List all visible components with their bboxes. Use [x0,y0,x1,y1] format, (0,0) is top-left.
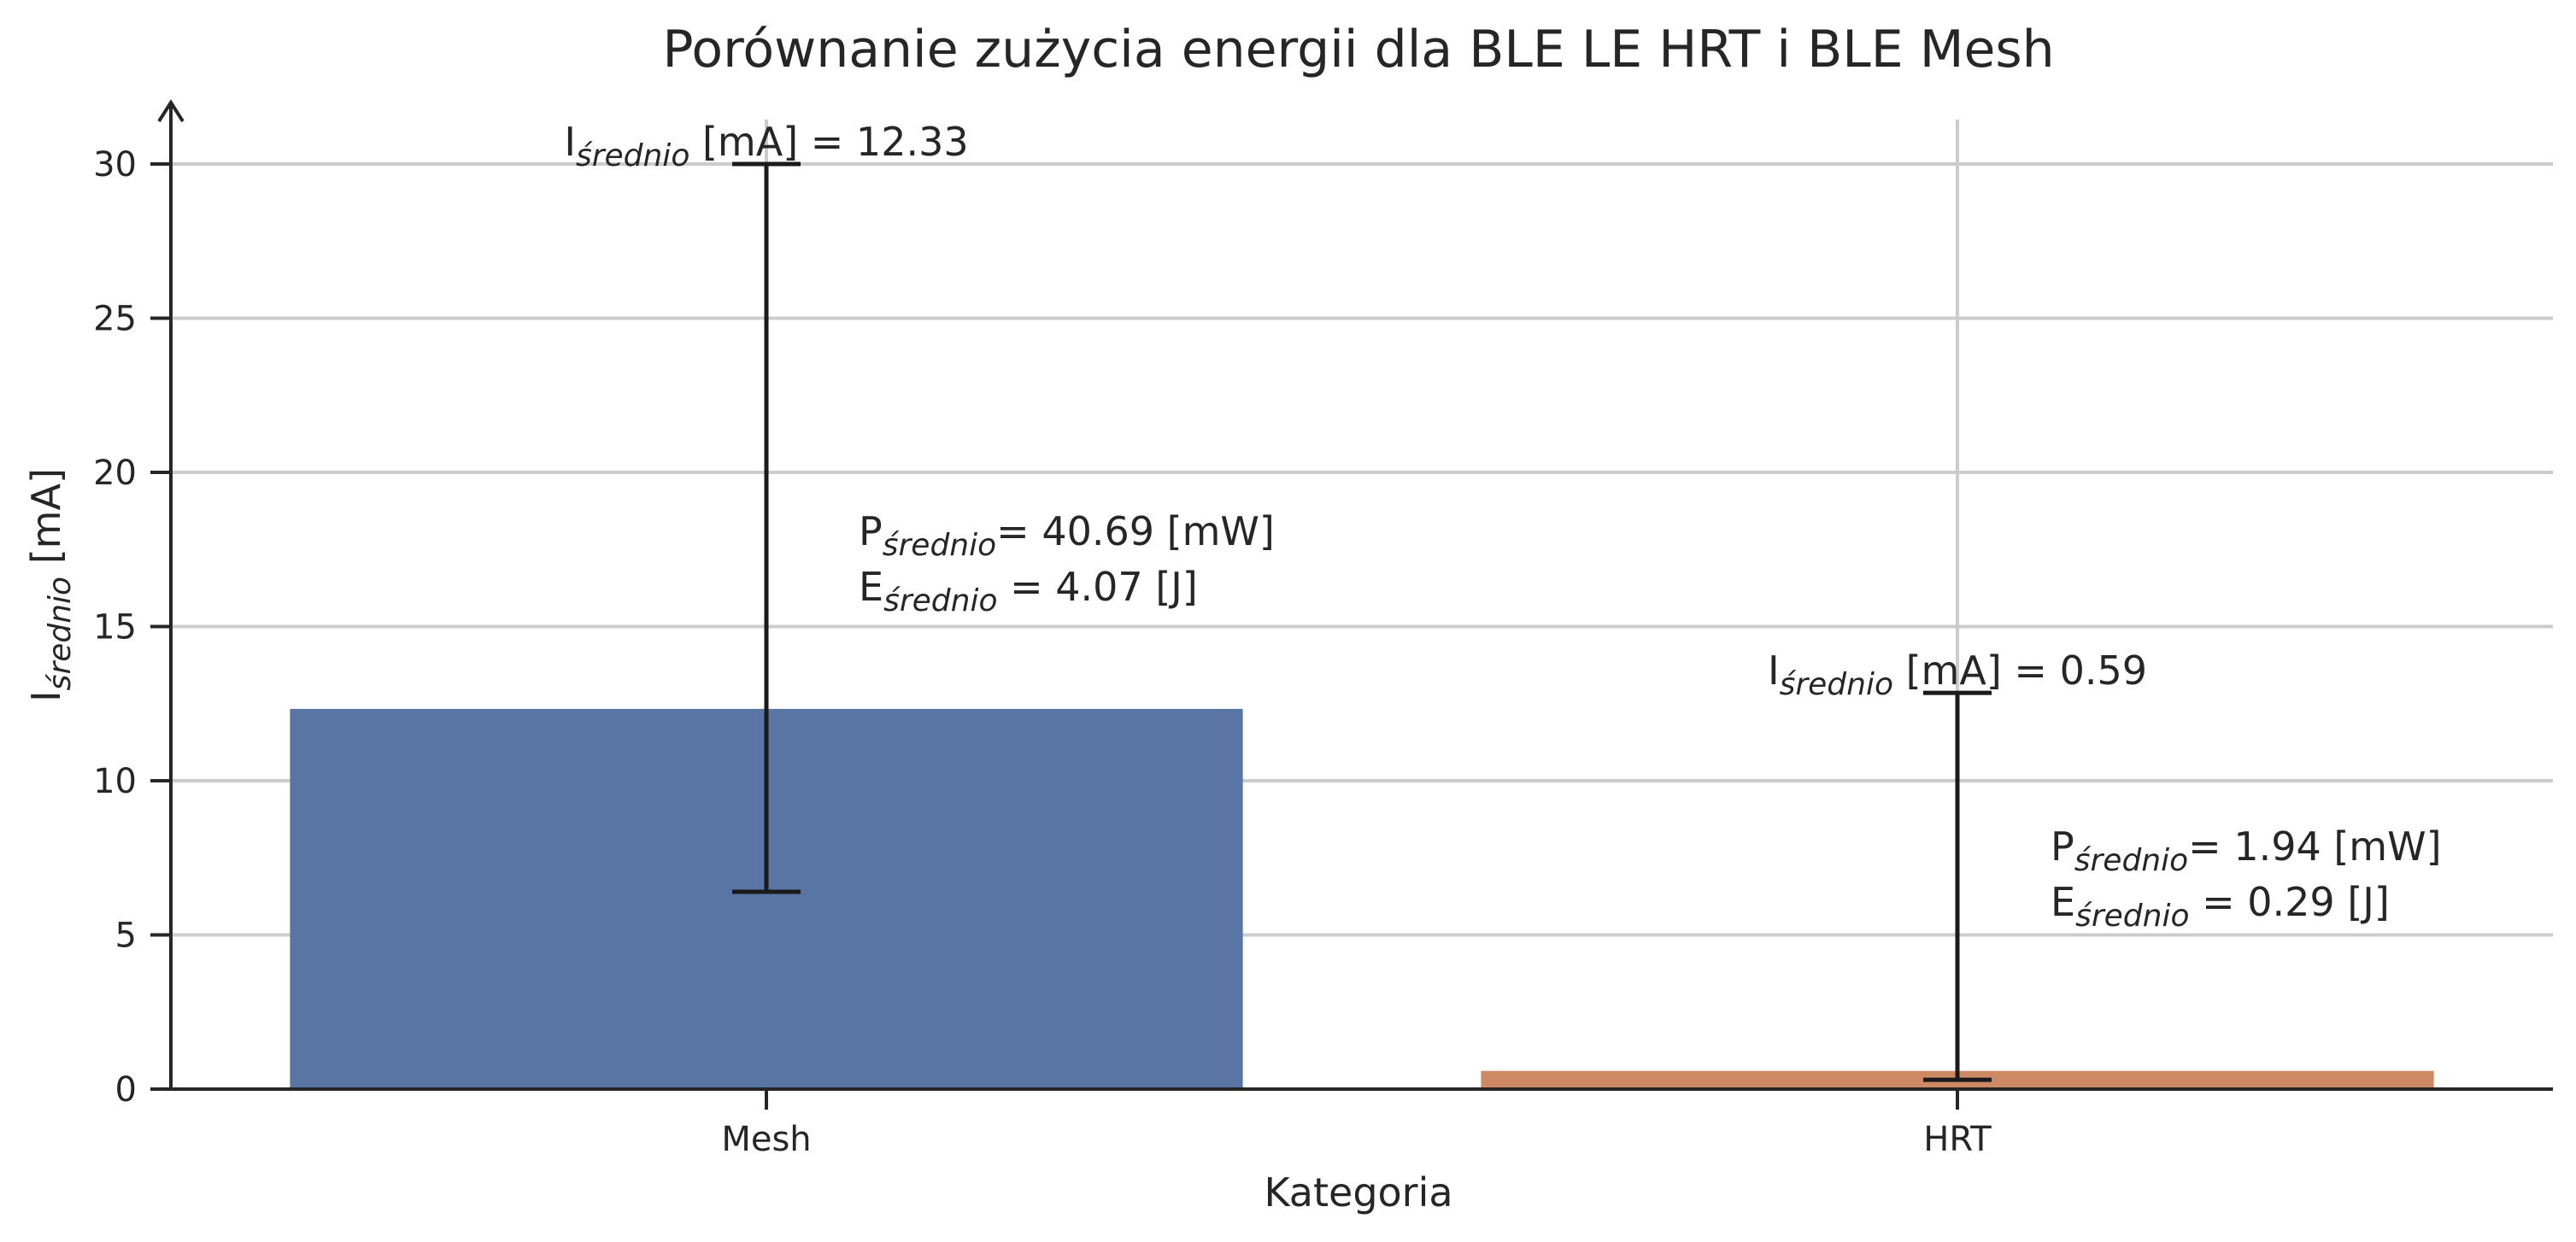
y-tick-label: 20 [93,454,137,493]
annotation-energy: Eśrednio = 4.07 [J] [859,564,1198,618]
y-axis-arrowhead [157,99,185,123]
annotations: Iśrednio [mA] = 12.33 Iśrednio [mA] = 0.5… [564,119,2441,934]
x-tick-label: HRT [1923,1120,1992,1159]
annotation-power: Pśrednio= 1.94 [mW] [2051,823,2442,878]
axes [150,99,2553,1110]
y-tick-label: 5 [115,917,137,956]
annotation-current: Iśrednio [mA] = 12.33 [564,119,968,173]
x-axis-label: Kategoria [1264,1169,1452,1216]
error-bars [732,161,1992,1082]
y-tick-label: 25 [93,300,137,339]
y-axis-label: Iśrednio [mA] [23,468,78,702]
chart-title: Porównanie zużycia energii dla BLE LE HR… [662,20,2054,79]
annotation-energy: Eśrednio = 0.29 [J] [2051,879,2390,934]
y-tick-label: 15 [93,608,137,647]
tick-labels: 0 5 10 15 20 25 30 Mesh HRT [93,145,1992,1159]
annotation-power: Pśrednio= 40.69 [mW] [859,508,1275,563]
y-tick-label: 0 [115,1070,137,1110]
x-tick-label: Mesh [721,1120,811,1159]
y-tick-label: 30 [93,145,137,185]
annotation-current: Iśrednio [mA] = 0.59 [1768,647,2147,702]
y-tick-label: 10 [93,762,137,801]
